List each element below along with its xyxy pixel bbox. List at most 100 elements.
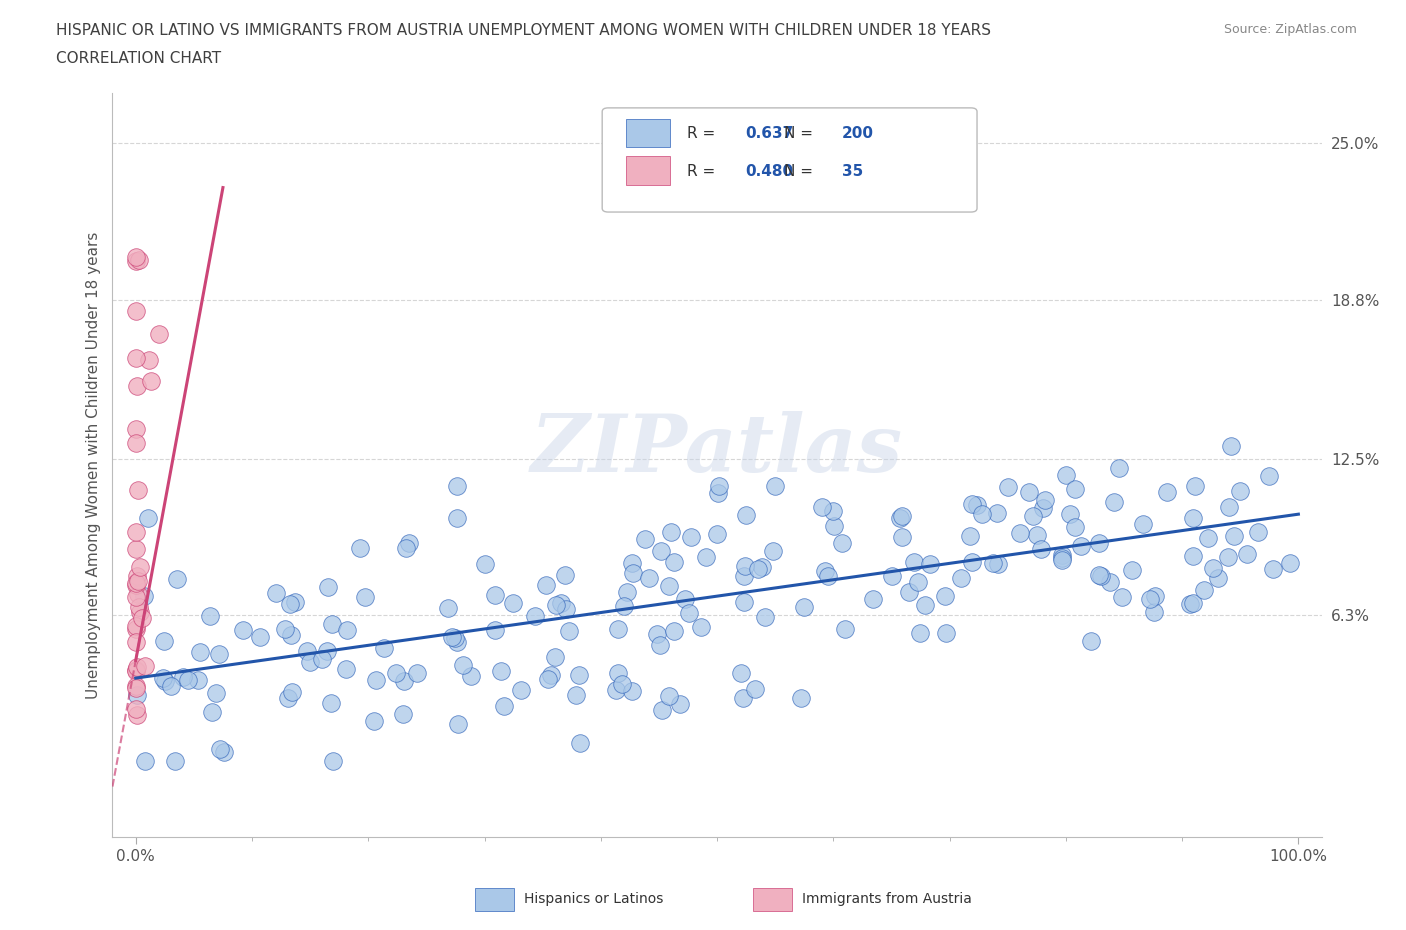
Point — [557, 624, 579, 639]
Point — [1064, 520, 1087, 535]
Text: 0.480: 0.480 — [745, 164, 793, 179]
Point — [125, 578, 148, 592]
Point — [446, 479, 468, 494]
Point — [127, 574, 149, 589]
Point — [793, 600, 815, 615]
Point — [616, 585, 638, 600]
Point — [208, 646, 231, 661]
Point — [650, 638, 672, 653]
Point — [172, 670, 194, 684]
Point — [966, 498, 988, 512]
Point — [997, 480, 1019, 495]
Point — [707, 478, 730, 493]
Point — [744, 682, 766, 697]
Point — [125, 659, 148, 674]
Point — [152, 671, 174, 685]
Point — [733, 568, 755, 583]
Point — [754, 610, 776, 625]
Point — [1050, 551, 1073, 565]
Point — [1219, 439, 1241, 454]
Point — [790, 691, 813, 706]
Point — [607, 666, 630, 681]
Point — [125, 304, 148, 319]
Point — [1236, 547, 1258, 562]
Point — [125, 621, 148, 636]
Point — [1008, 525, 1031, 540]
Point — [610, 677, 633, 692]
Point — [127, 587, 149, 602]
Point — [730, 665, 752, 680]
Point — [751, 560, 773, 575]
Point — [1087, 567, 1109, 582]
Point — [335, 661, 357, 676]
Point — [373, 641, 395, 656]
Point — [903, 554, 925, 569]
Point — [502, 595, 524, 610]
Point — [1144, 588, 1167, 603]
Point — [1052, 552, 1074, 567]
Point — [537, 671, 560, 686]
Point — [125, 435, 148, 450]
Point — [125, 663, 148, 678]
Point — [823, 503, 845, 518]
Point — [295, 644, 318, 658]
Point — [127, 688, 149, 703]
Point — [658, 578, 681, 593]
Point — [658, 689, 681, 704]
Point — [437, 600, 460, 615]
Point — [484, 587, 506, 602]
Point — [446, 511, 468, 525]
Point — [1070, 538, 1092, 553]
Point — [1025, 528, 1047, 543]
Point — [125, 541, 148, 556]
Point — [510, 683, 533, 698]
Point — [484, 623, 506, 638]
Point — [363, 713, 385, 728]
Point — [1029, 542, 1052, 557]
Point — [707, 485, 730, 500]
Point — [934, 589, 956, 604]
Text: CORRELATION CHART: CORRELATION CHART — [56, 51, 221, 66]
Point — [972, 506, 994, 521]
Point — [986, 505, 1008, 520]
Point — [125, 590, 148, 604]
Point — [125, 618, 148, 633]
Point — [981, 555, 1004, 570]
Point — [554, 567, 576, 582]
Point — [664, 623, 686, 638]
Point — [1181, 548, 1204, 563]
Point — [460, 669, 482, 684]
Point — [811, 499, 834, 514]
Point — [607, 622, 630, 637]
Point — [141, 373, 163, 388]
Point — [734, 508, 756, 523]
Point — [540, 668, 562, 683]
Point — [322, 754, 344, 769]
Point — [127, 483, 149, 498]
Point — [264, 586, 287, 601]
Point — [1132, 516, 1154, 531]
Point — [166, 572, 188, 587]
Point — [494, 698, 516, 713]
Point — [125, 679, 148, 694]
Point — [659, 525, 682, 539]
Point — [918, 556, 941, 571]
Point — [1098, 575, 1121, 590]
Point — [1143, 604, 1166, 619]
Point — [298, 655, 321, 670]
Point — [281, 684, 304, 699]
Point — [733, 690, 755, 705]
Point — [959, 529, 981, 544]
Point — [125, 249, 148, 264]
Point — [125, 681, 148, 696]
Point — [134, 754, 156, 769]
Point — [733, 594, 755, 609]
Point — [1278, 556, 1301, 571]
Point — [1059, 507, 1081, 522]
Y-axis label: Unemployment Among Women with Children Under 18 years: Unemployment Among Women with Children U… — [86, 232, 101, 698]
Point — [128, 560, 150, 575]
Point — [568, 668, 591, 683]
Point — [949, 571, 972, 586]
Point — [125, 569, 148, 584]
Point — [1218, 499, 1240, 514]
